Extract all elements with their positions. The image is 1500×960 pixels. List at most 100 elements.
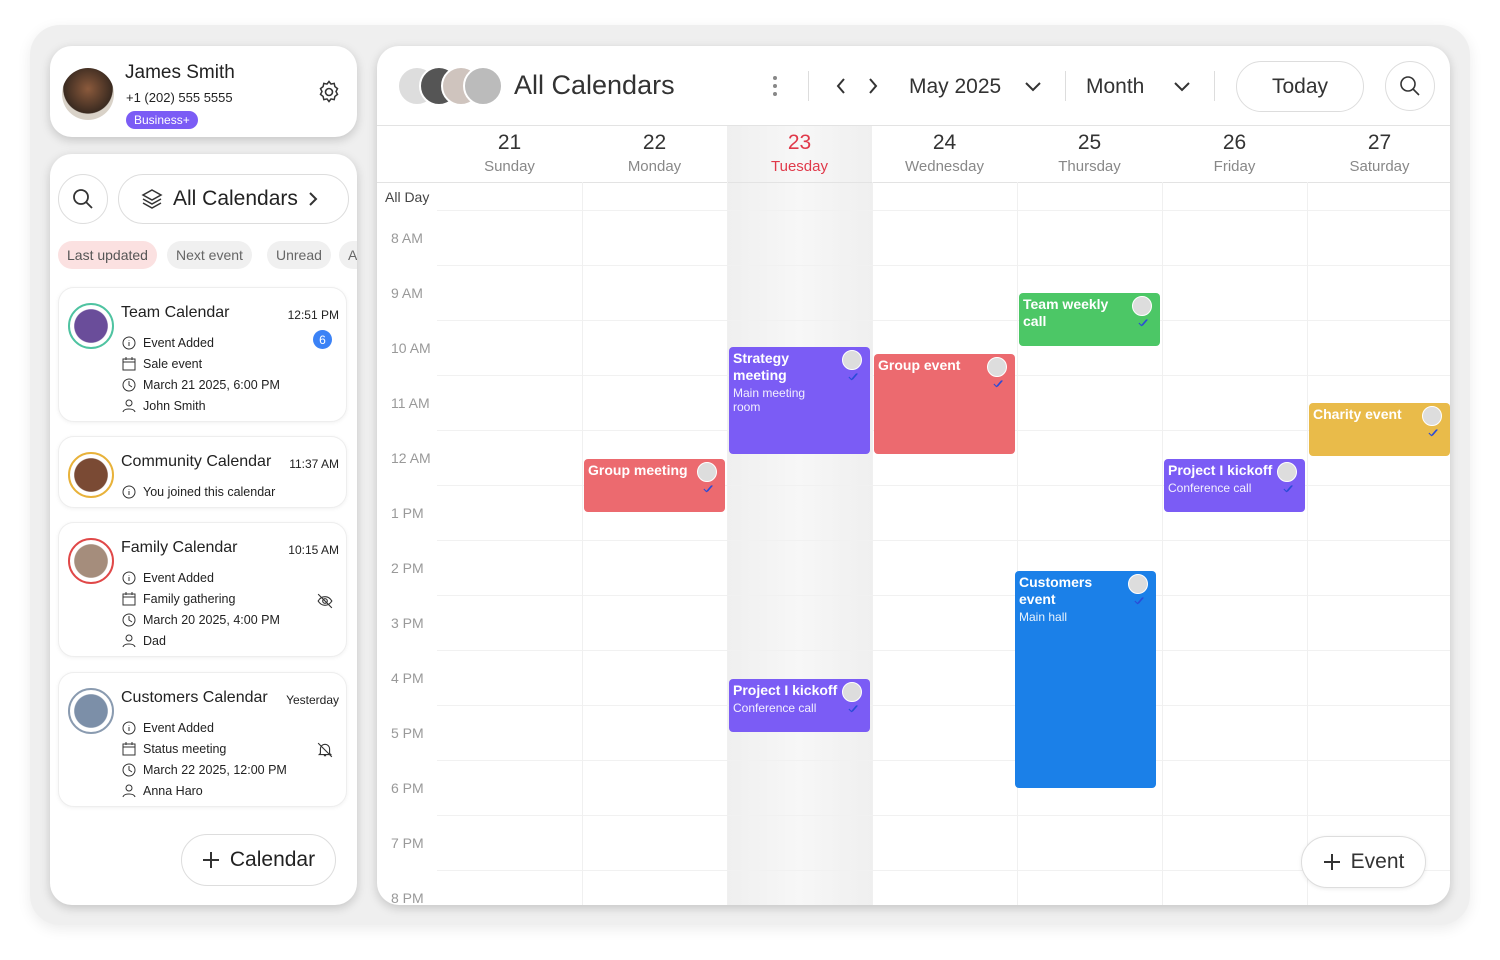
prev-button[interactable] <box>836 78 846 94</box>
day-date[interactable]: 24 <box>932 131 957 154</box>
filter-chip[interactable]: Unread <box>267 241 331 269</box>
event-subtitle: Main meeting room <box>733 386 806 414</box>
day-weekday[interactable]: Tuesday <box>771 158 828 175</box>
day-weekday[interactable]: Monday <box>627 158 682 175</box>
profile-card[interactable]: James Smith +1 (202) 555 5555 Business+ <box>50 46 357 137</box>
column-line <box>872 182 873 905</box>
hour-label: 12 AM <box>391 450 431 466</box>
column-line <box>727 182 728 905</box>
calendar-title: Team Calendar <box>121 304 230 321</box>
header-search[interactable] <box>1385 61 1435 111</box>
hour-line <box>437 815 1450 816</box>
hour-label: 6 PM <box>391 780 424 796</box>
day-weekday[interactable]: Sunday <box>484 158 535 175</box>
clock-icon <box>122 763 136 777</box>
check-icon <box>993 380 1003 388</box>
calendar-card[interactable]: Team Calendar 12:51 PM 6 Event Added Sale ev… <box>58 287 347 422</box>
settings-icon[interactable] <box>317 80 341 104</box>
check-icon <box>1138 319 1148 327</box>
event-avatar <box>1277 462 1297 482</box>
info-icon <box>122 336 136 350</box>
event-title: Project I kickoff <box>733 682 838 698</box>
month-label[interactable]: May 2025 <box>909 75 1002 98</box>
day-date[interactable]: 27 <box>1367 131 1392 154</box>
month-dropdown[interactable] <box>1025 82 1041 92</box>
event-subtitle: Main hall <box>1019 610 1068 624</box>
filter-chip[interactable]: All <box>339 241 357 269</box>
more-icon[interactable] <box>773 76 777 96</box>
filter-chip[interactable]: Last updated <box>58 241 157 269</box>
column-line <box>1162 182 1163 905</box>
day-weekday[interactable]: Saturday <box>1349 158 1410 175</box>
event[interactable]: Strategy meeting Main meeting room <box>729 347 870 454</box>
sidebar-search[interactable] <box>58 174 108 224</box>
hour-line <box>437 210 1450 211</box>
hour-label: 7 PM <box>391 835 424 851</box>
day-date[interactable]: 25 <box>1077 131 1102 154</box>
calendar-time: 10:15 AM <box>288 543 339 557</box>
card-line: Status meeting <box>143 742 227 756</box>
event[interactable]: Group meeting <box>584 459 725 512</box>
card-line: Event Added <box>143 721 214 735</box>
calendar-selector[interactable]: All Calendars <box>118 174 349 224</box>
hour-line <box>437 320 1450 321</box>
calendar-card[interactable]: Community Calendar 11:37 AM You joined thi… <box>58 436 347 508</box>
card-line: John Smith <box>143 399 206 413</box>
check-icon <box>848 705 858 713</box>
card-line: Event Added <box>143 571 214 585</box>
check-icon <box>703 485 713 493</box>
day-date[interactable]: 26 <box>1222 131 1247 154</box>
unread-badge: 6 <box>313 330 332 349</box>
calendar-avatar <box>68 538 114 584</box>
person-icon <box>122 399 136 413</box>
calendar-card[interactable]: Customers Calendar Yesterday Event Added St… <box>58 672 347 807</box>
calendar-icon <box>122 357 136 371</box>
view-label[interactable]: Month <box>1086 75 1145 98</box>
view-dropdown[interactable] <box>1174 82 1190 92</box>
profile-phone: +1 (202) 555 5555 <box>126 90 233 105</box>
hour-line <box>437 650 1450 651</box>
today-button[interactable]: Today <box>1236 61 1364 112</box>
hour-label: 5 PM <box>391 725 424 741</box>
hour-line <box>437 540 1450 541</box>
day-date[interactable]: 21 <box>497 131 522 154</box>
week-grid: 21 Sunday 22 Monday 23 Tuesday 24 Wednesday 25 Th… <box>377 46 1450 905</box>
calendar-time: Yesterday <box>286 693 339 707</box>
belloff-icon <box>317 742 333 758</box>
calendar-time: 12:51 PM <box>287 308 339 322</box>
event-avatar <box>842 682 862 702</box>
event[interactable]: Project I kickoff Conference call <box>729 679 870 732</box>
day-date[interactable]: 23 <box>787 131 812 154</box>
event-avatar <box>987 357 1007 377</box>
hour-label: 2 PM <box>391 560 424 576</box>
calendar-card[interactable]: Family Calendar 10:15 AM Event Added Family… <box>58 522 347 657</box>
divider <box>808 71 809 101</box>
event-title: Team weekly call <box>1023 296 1109 329</box>
card-line: You joined this calendar <box>143 485 276 499</box>
filter-chip[interactable]: Next event <box>167 241 252 269</box>
add-event-button[interactable]: Event <box>1301 836 1426 888</box>
event[interactable]: Charity event <box>1309 403 1450 456</box>
day-weekday[interactable]: Friday <box>1213 158 1256 175</box>
calendar-title: Community Calendar <box>121 453 272 470</box>
day-weekday[interactable]: Thursday <box>1058 158 1121 175</box>
calendar-icon <box>122 592 136 606</box>
add-calendar-button[interactable]: Calendar <box>181 834 336 886</box>
event-avatar <box>1132 296 1152 316</box>
event-subtitle: Conference call <box>733 701 817 715</box>
event[interactable]: Project I kickoff Conference call <box>1164 459 1305 512</box>
calendar-avatars <box>397 66 503 106</box>
next-button[interactable] <box>868 78 878 94</box>
event[interactable]: Group event <box>874 354 1015 454</box>
event[interactable]: Team weekly call <box>1019 293 1160 346</box>
event-title: Project I kickoff <box>1168 462 1273 478</box>
event[interactable]: Customers event Main hall <box>1015 571 1156 788</box>
hour-label: 3 PM <box>391 615 424 631</box>
check-icon <box>1428 429 1438 437</box>
plus-icon <box>202 852 219 868</box>
day-weekday[interactable]: Wednesday <box>905 158 984 175</box>
hour-line <box>437 595 1450 596</box>
layers-icon <box>141 189 163 209</box>
day-date[interactable]: 22 <box>642 131 667 154</box>
